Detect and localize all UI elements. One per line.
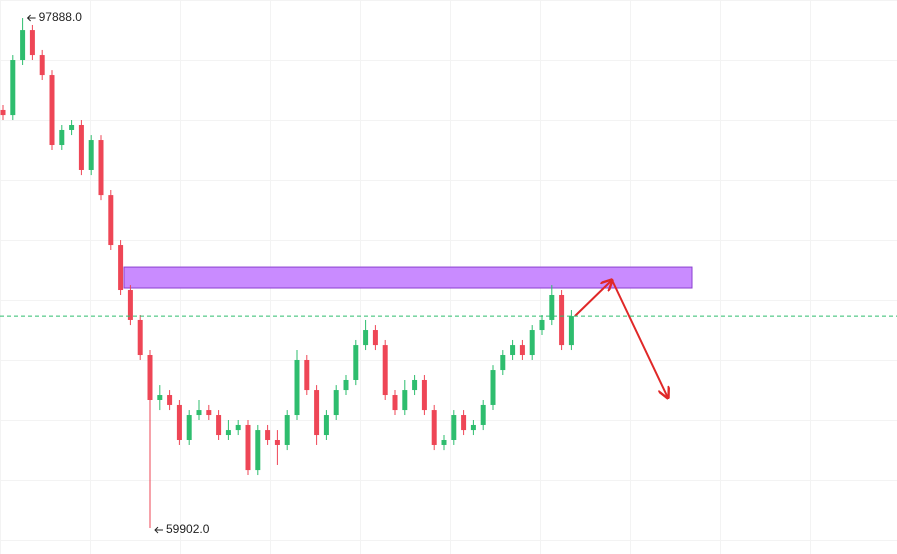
candle-body: [510, 345, 516, 356]
candle-body: [372, 330, 378, 346]
candle-body: [431, 410, 437, 445]
candle-body: [176, 404, 182, 441]
candle-body: [529, 330, 535, 356]
candle-body: [69, 125, 75, 130]
candle-body: [402, 390, 408, 411]
candle-body: [363, 330, 369, 346]
candle-body: [412, 379, 418, 391]
arrow-up: [574, 280, 612, 317]
candle-body: [539, 319, 545, 331]
annotation-label: 59902.0: [166, 522, 210, 536]
candle-body: [186, 415, 192, 441]
candle-body: [98, 140, 104, 196]
candle-body: [157, 395, 163, 400]
candle-body: [20, 30, 26, 61]
candle-body: [108, 195, 114, 246]
candle-body: [461, 415, 467, 431]
candle-body: [470, 424, 476, 431]
candle-body: [451, 415, 457, 441]
candle-body: [78, 125, 84, 170]
candle-body: [39, 55, 45, 76]
candle-body: [421, 379, 427, 411]
candle-body: [255, 430, 261, 471]
candle-body: [353, 345, 359, 380]
candle-body: [147, 355, 153, 400]
candle-body: [294, 359, 300, 416]
candle-body: [343, 379, 349, 391]
candle-body: [265, 430, 271, 441]
candle-body: [216, 415, 222, 436]
candle-body: [196, 410, 202, 416]
candle-body: [304, 359, 310, 391]
candle-body: [29, 30, 35, 56]
candle-body: [568, 316, 574, 346]
candle-body: [0, 109, 6, 116]
candle-body: [127, 290, 133, 320]
candle-body: [490, 370, 496, 405]
candle-body: [333, 390, 339, 416]
candle-body: [284, 415, 290, 445]
candle-body: [559, 294, 565, 346]
candle-body: [137, 319, 143, 356]
candle-body: [49, 75, 55, 146]
candle-body: [10, 60, 16, 116]
candle-body: [519, 345, 525, 356]
candle-body: [167, 395, 173, 405]
candle-body: [441, 440, 447, 445]
annotation-label: 97888.0: [39, 10, 83, 24]
candle-body: [480, 404, 486, 425]
candle-body: [323, 415, 329, 436]
candle-body: [206, 410, 212, 416]
arrow-down: [611, 279, 668, 398]
candle-body: [549, 294, 555, 320]
candle-body: [245, 424, 251, 471]
candle-body: [118, 245, 124, 291]
candle-body: [314, 390, 320, 436]
annotation-arrow: [154, 526, 163, 534]
candle-body: [382, 345, 388, 396]
annotation-arrow: [26, 14, 36, 22]
candle-body: [225, 430, 231, 436]
candle-body: [274, 440, 280, 445]
candle-body: [500, 355, 506, 371]
zone: [123, 266, 693, 289]
candle-body: [235, 424, 241, 431]
candle-body: [59, 129, 65, 146]
candle-body: [88, 140, 94, 170]
candle-body: [392, 395, 398, 411]
